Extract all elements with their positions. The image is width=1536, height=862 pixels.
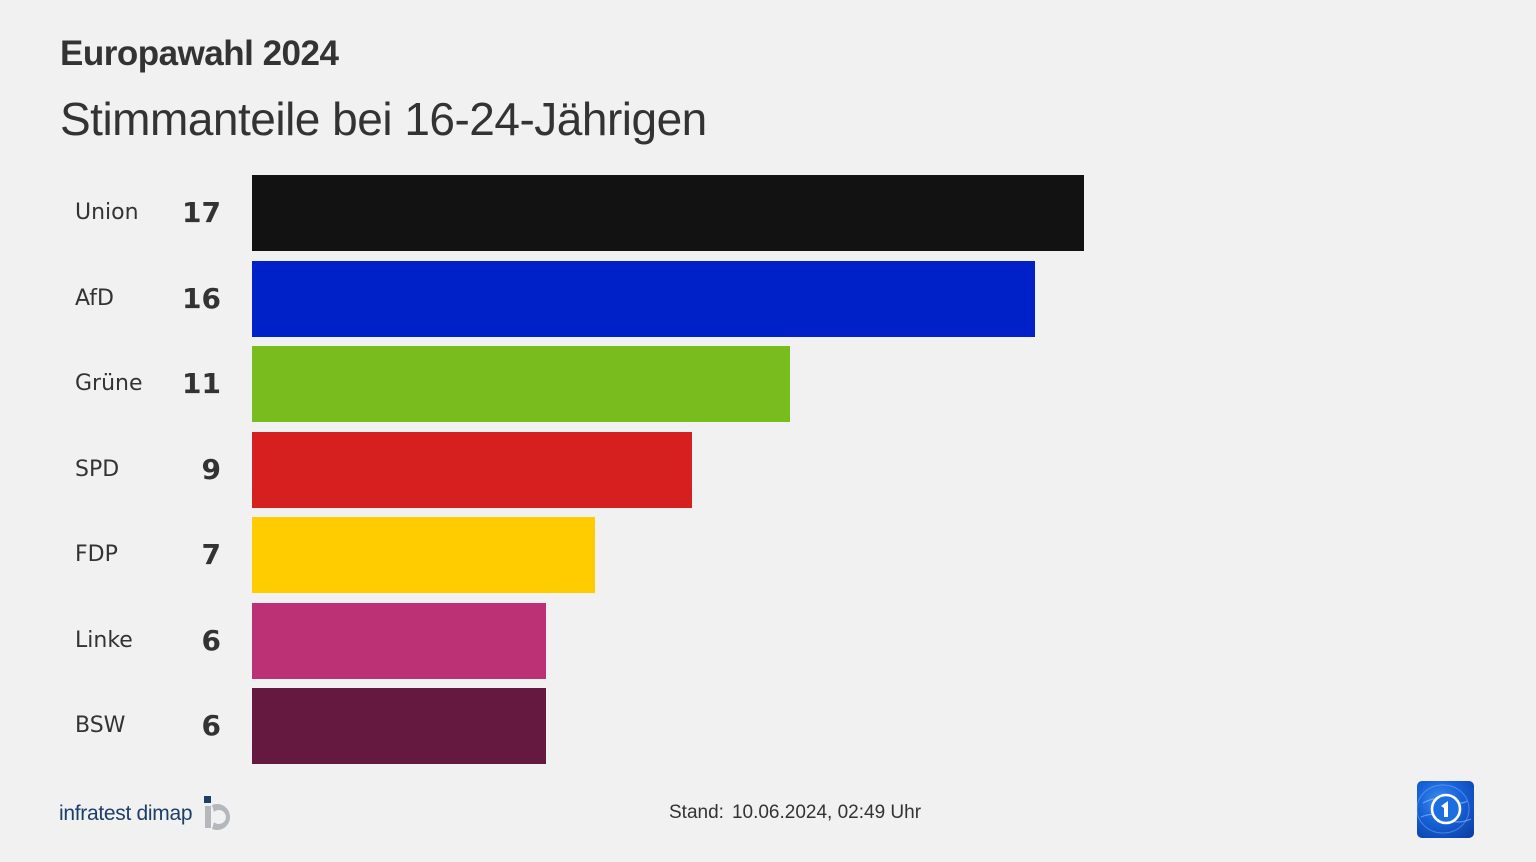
infratest-dimap-mark-icon (202, 796, 240, 832)
party-value: 6 (201, 623, 221, 657)
bar-row: FDP 7 (0, 517, 1536, 593)
party-label: Union (75, 200, 139, 225)
party-bar (252, 346, 791, 422)
party-label: FDP (75, 542, 118, 567)
party-bar (252, 431, 693, 508)
chart-subtitle: Stimmanteile bei 16-24-Jährigen (60, 93, 707, 145)
source-logo-text: infratest dimap (59, 802, 193, 825)
party-value: 16 (182, 281, 221, 315)
party-value: 9 (201, 452, 221, 486)
party-label: AfD (75, 285, 114, 311)
party-label: Linke (75, 627, 133, 653)
timestamp: Stand: 10.06.2024, 02:49 Uhr (669, 802, 921, 824)
bar-row: BSW 6 (0, 688, 1536, 764)
party-value: 17 (182, 196, 221, 229)
bar-row: Linke 6 (0, 602, 1536, 679)
stand-value: 10.06.2024, 02:49 Uhr (731, 802, 922, 823)
chart-title: Europawahl 2024 (60, 34, 339, 73)
party-value: 7 (201, 538, 221, 571)
party-bar (252, 175, 1084, 251)
stand-label: Stand: (669, 802, 724, 823)
party-bar (252, 517, 595, 593)
bar-row: Union 17 (0, 175, 1536, 251)
party-bar (252, 602, 546, 679)
bar-row: SPD 9 (0, 431, 1536, 508)
party-label: SPD (75, 456, 120, 482)
party-value: 6 (201, 709, 221, 742)
party-value: 11 (182, 367, 221, 400)
party-bar (252, 260, 1036, 337)
party-label: BSW (75, 713, 126, 738)
infratest-dimap-logo: infratest dimap (59, 796, 240, 832)
bar-row: Grüne 11 (0, 346, 1536, 422)
bar-row: AfD 16 (0, 260, 1536, 337)
tagesschau-logo-icon (1417, 781, 1474, 838)
party-label: Grüne (75, 371, 143, 396)
party-bar (252, 688, 546, 764)
